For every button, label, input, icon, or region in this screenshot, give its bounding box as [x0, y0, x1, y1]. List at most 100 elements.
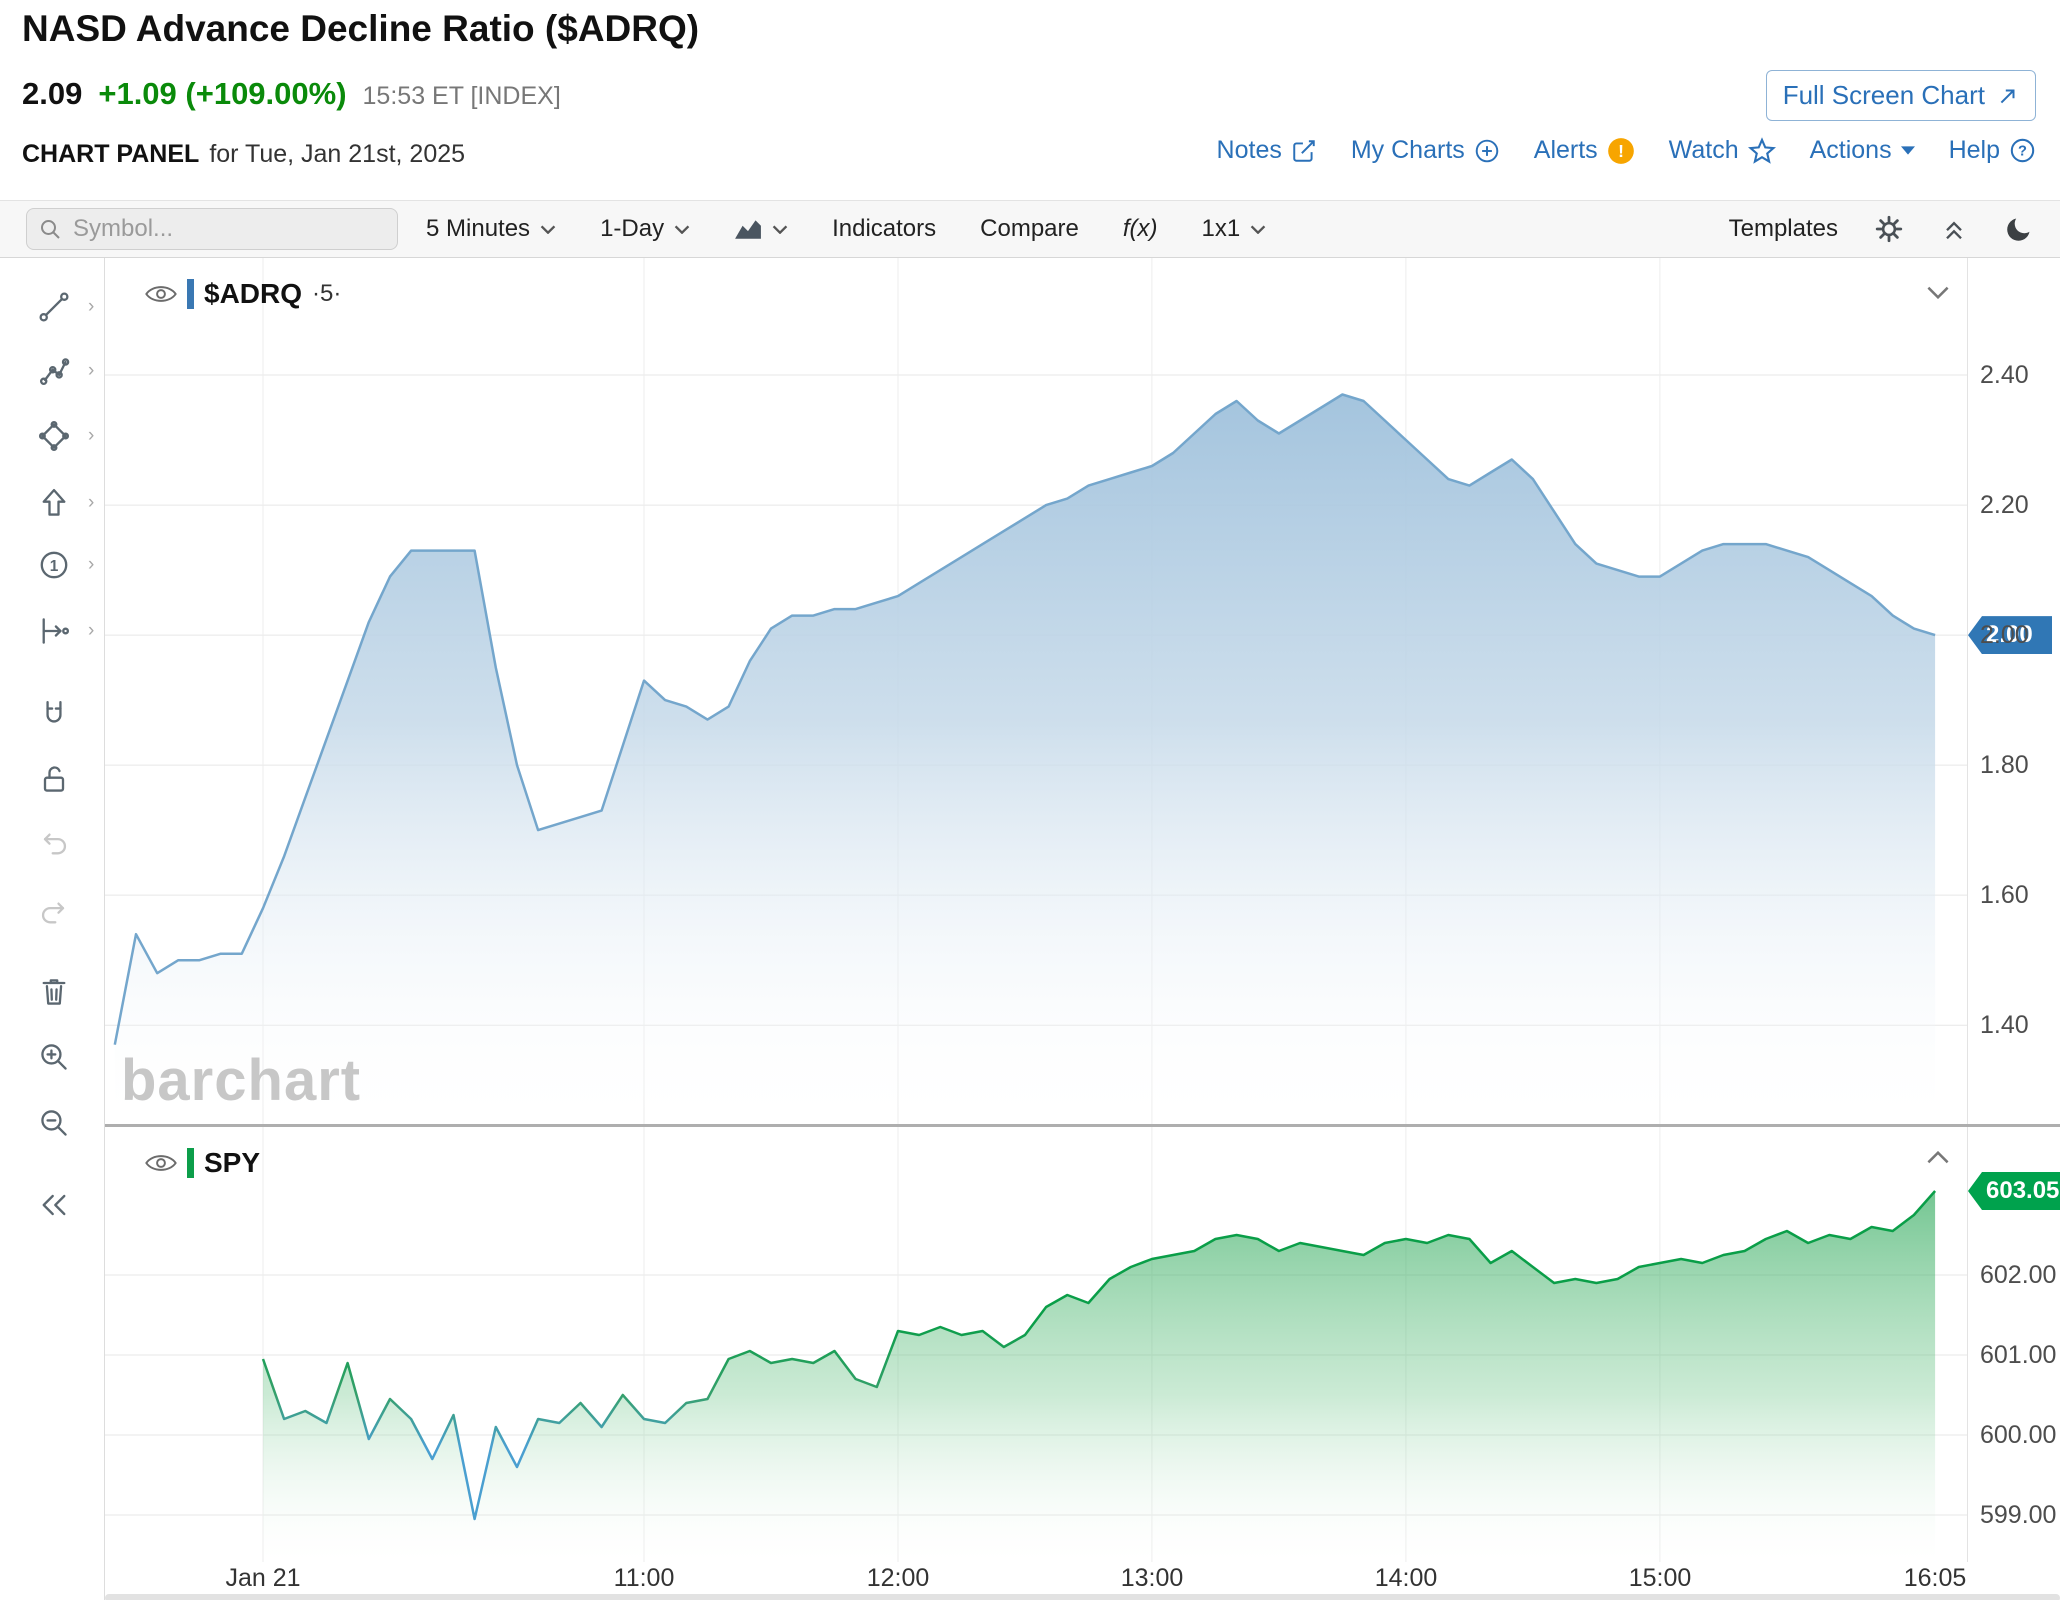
time-axis-tick: Jan 21	[225, 1564, 301, 1592]
submenu-chevron: ›	[88, 554, 95, 575]
chart-panel-heading: CHART PANEL for Tue, Jan 21st, 2025	[22, 140, 465, 169]
lock-drawings-button[interactable]	[26, 757, 82, 801]
chevron-down-icon	[674, 224, 690, 234]
unlocked-padlock-icon	[43, 766, 65, 792]
time-scrollbar[interactable]	[105, 1594, 2060, 1600]
collapse-sidebar-button[interactable]	[26, 1183, 82, 1227]
settings-button[interactable]	[1874, 214, 1904, 244]
expand-panel-button[interactable]	[1940, 215, 1968, 243]
undo-button[interactable]	[26, 821, 82, 865]
y-axis-tick: 2.40	[1980, 361, 2029, 390]
undo-icon	[43, 833, 67, 855]
question-circle-icon: ?	[2010, 138, 2035, 163]
arrow-annotation-tool-button[interactable]	[26, 481, 82, 525]
grid-layout-dropdown[interactable]: 1x1	[1202, 215, 1267, 243]
delete-drawings-button[interactable]	[26, 970, 82, 1014]
fx-button[interactable]: f(x)	[1123, 215, 1158, 243]
adrq-plot-canvas[interactable]	[105, 258, 1967, 1124]
svg-text:!: !	[1618, 140, 1624, 160]
spy-price-axis[interactable]: 603.05 602.00 601.00 600.00 599.00	[1967, 1127, 2060, 1562]
redo-button[interactable]	[26, 890, 82, 934]
spy-area-fill	[263, 1191, 1936, 1562]
notes-label: Notes	[1216, 136, 1282, 164]
spy-color-bar	[187, 1148, 194, 1178]
number-label-tool-button[interactable]: 1	[26, 543, 82, 587]
spy-legend-symbol: SPY	[204, 1147, 261, 1178]
indicators-button[interactable]: Indicators	[832, 215, 936, 243]
circled-number-icon: 1	[40, 551, 68, 579]
time-axis[interactable]: Jan 21 11:00 12:00 13:00 14:00 15:00 16:05	[105, 1562, 1967, 1592]
multi-point-tool-button[interactable]	[26, 349, 82, 393]
barchart-watermark: barchart	[121, 1048, 362, 1113]
alert-badge-icon: !	[1607, 137, 1634, 164]
gear-icon	[1875, 215, 1903, 243]
visibility-eye-icon[interactable]	[145, 283, 177, 305]
chart-toolbar: 5 Minutes 1-Day Indicators Compare f(x) …	[0, 200, 2060, 258]
watch-link[interactable]: Watch	[1669, 136, 1776, 165]
time-axis-tick: 14:00	[1374, 1564, 1438, 1592]
grid-layout-label: 1x1	[1201, 215, 1241, 242]
dark-mode-button[interactable]	[2004, 214, 2034, 244]
shapes-tool-button[interactable]	[26, 414, 82, 458]
my-charts-label: My Charts	[1350, 136, 1465, 164]
measure-tool-button[interactable]	[26, 609, 82, 653]
notes-link[interactable]: Notes	[1217, 136, 1317, 165]
actions-link[interactable]: Actions	[1810, 136, 1915, 165]
adrq-price-axis[interactable]: 2.00 2.40 2.20 2.00 1.80 1.60 1.40	[1967, 258, 2060, 1124]
y-axis-tick: 602.00	[1980, 1261, 2057, 1289]
redo-icon	[41, 902, 65, 924]
last-price: 2.09	[22, 76, 83, 111]
chevron-down-icon	[540, 224, 556, 234]
full-screen-chart-button[interactable]: Full Screen Chart	[1765, 70, 2036, 121]
chart-panel-label: CHART PANEL	[22, 140, 200, 168]
help-link[interactable]: Help ?	[1949, 136, 2036, 165]
symbol-search-input[interactable]	[26, 208, 398, 250]
submenu-chevron: ›	[88, 296, 95, 317]
caret-down-icon	[1900, 146, 1915, 155]
submenu-chevron: ›	[88, 620, 95, 641]
zoom-out-icon	[41, 1110, 67, 1136]
zoom-out-button[interactable]	[26, 1101, 82, 1145]
submenu-chevron: ›	[88, 360, 95, 381]
y-axis-tick: 1.40	[1980, 1011, 2029, 1040]
range-dropdown[interactable]: 1-Day	[600, 215, 690, 243]
spy-last-price-tag: 603.05	[1968, 1172, 2060, 1210]
y-axis-tick: 2.20	[1980, 491, 2029, 520]
time-axis-tick: 16:05	[1903, 1564, 1967, 1592]
spy-panel: SPY 603.05 602.00 601.00 600.00 599.00	[105, 1127, 2060, 1562]
quote-row: 2.09 +1.09 (+109.00%) 15:53 ET [INDEX]	[22, 76, 561, 112]
multi-point-line-icon	[39, 358, 70, 386]
collapse-panel-chevron-down-icon[interactable]	[1927, 286, 1949, 299]
spy-plot-canvas[interactable]	[105, 1127, 1967, 1562]
time-axis-tick: 15:00	[1628, 1564, 1692, 1592]
y-axis-tick: 1.80	[1980, 751, 2029, 780]
alerts-link[interactable]: Alerts !	[1534, 136, 1635, 165]
y-axis-tick: 601.00	[1980, 1341, 2057, 1369]
indicators-label: Indicators	[832, 215, 937, 242]
time-axis-tick: 12:00	[866, 1564, 930, 1592]
my-charts-link[interactable]: My Charts	[1351, 136, 1500, 165]
fx-label: f(x)	[1122, 215, 1158, 242]
actions-label: Actions	[1809, 136, 1892, 164]
help-label: Help	[1948, 136, 2000, 164]
adrq-line-series	[113, 393, 1936, 1045]
timeframe-dropdown[interactable]: 5 Minutes	[426, 215, 556, 243]
adrq-legend-interval: ·5·	[312, 280, 342, 307]
expand-panel-chevron-up-icon[interactable]	[1927, 1151, 1949, 1164]
visibility-eye-icon[interactable]	[145, 1152, 177, 1174]
compare-button[interactable]: Compare	[980, 215, 1079, 243]
chevron-down-icon	[1250, 224, 1266, 234]
panel-divider[interactable]	[105, 1124, 2060, 1127]
adrq-legend: $ADRQ ·5·	[145, 278, 341, 310]
chart-type-dropdown[interactable]	[734, 217, 788, 241]
plus-circle-icon	[1475, 139, 1499, 162]
measure-icon	[42, 618, 70, 644]
svg-text:?: ?	[2018, 144, 2027, 160]
magnet-tool-button[interactable]	[26, 693, 82, 737]
page-title: NASD Advance Decline Ratio ($ADRQ)	[22, 8, 700, 49]
templates-button[interactable]: Templates	[1729, 215, 1838, 243]
time-axis-tick: 11:00	[613, 1564, 675, 1592]
adrq-color-bar	[187, 279, 194, 309]
zoom-in-button[interactable]	[26, 1035, 82, 1079]
trendline-tool-button[interactable]	[26, 285, 82, 329]
